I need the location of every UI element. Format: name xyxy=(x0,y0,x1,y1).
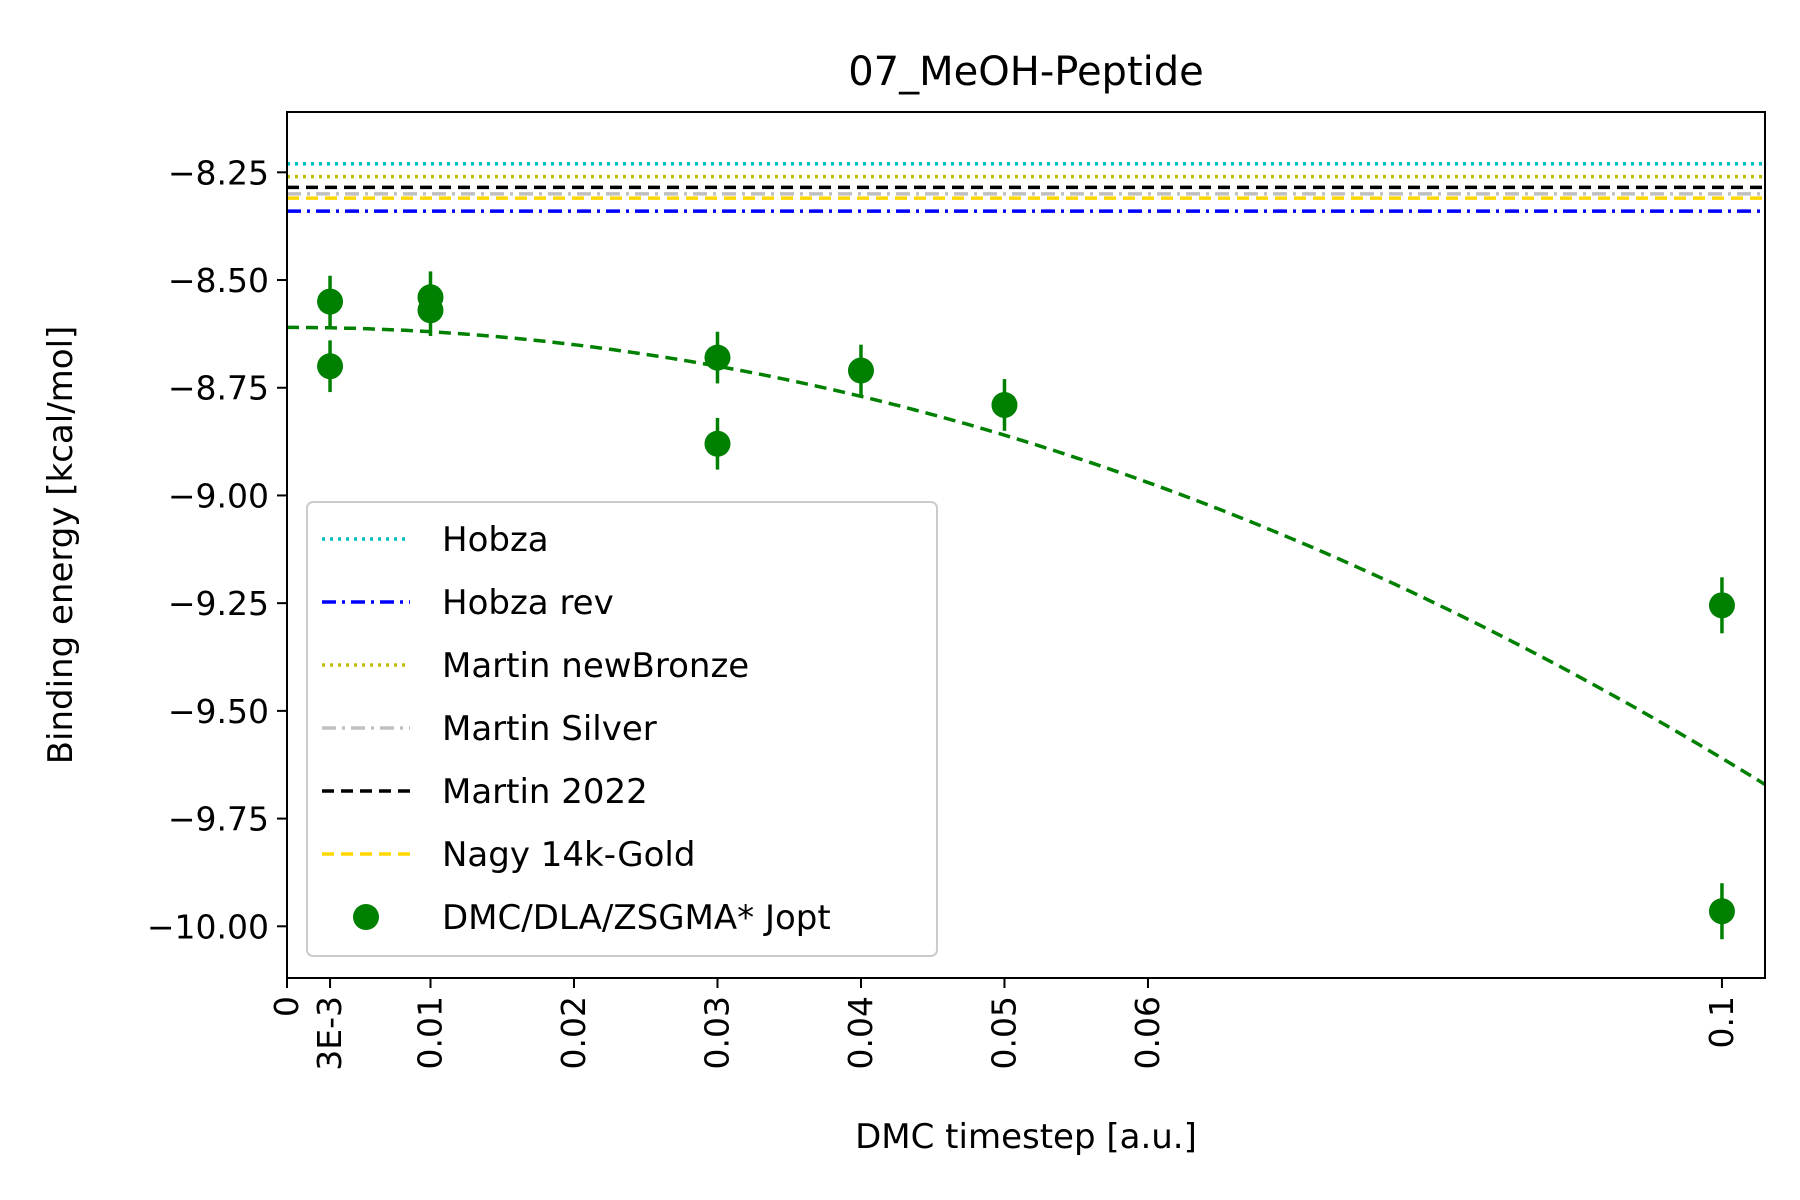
legend-label-4: Martin 2022 xyxy=(442,772,648,812)
x-tick-label-8: 0.1 xyxy=(1702,996,1741,1048)
data-point-0-0 xyxy=(317,288,344,315)
x-tick-label-0: 0 xyxy=(267,996,306,1017)
y-tick-label-1: −8.50 xyxy=(168,261,269,300)
x-axis: 0 3E-3 0.01 0.02 0.03 0.04 0.05 0.06 0.1 xyxy=(267,978,1741,1071)
y-axis: −8.25 −8.50 −8.75 −9.00 −9.25 −9.50 −9.75 −10.0… xyxy=(147,153,287,946)
y-tick-label-0: −8.25 xyxy=(168,153,269,192)
legend-label-5: Nagy 14k-Gold xyxy=(442,835,695,875)
y-tick-label-6: −9.75 xyxy=(168,800,269,839)
x-tick-label-1: 3E-3 xyxy=(310,996,349,1071)
x-tick-label-2: 0.01 xyxy=(410,996,449,1069)
legend-label-series-0: DMC/DLA/ZSGMA* Jopt xyxy=(442,898,831,938)
plot-content xyxy=(287,161,1765,940)
legend-label-0: Hobza xyxy=(442,520,549,560)
x-axis-label: DMC timestep [a.u.] xyxy=(855,1117,1197,1157)
y-tick-label-4: −9.25 xyxy=(168,584,269,623)
y-tick-label-2: −8.75 xyxy=(168,369,269,408)
x-tick-label-4: 0.03 xyxy=(697,996,736,1069)
data-point-0-9 xyxy=(1708,898,1735,925)
legend-label-1: Hobza rev xyxy=(442,583,614,623)
y-tick-label-3: −9.00 xyxy=(168,476,269,515)
legend-marker-0 xyxy=(353,904,379,930)
plot-frame xyxy=(286,111,1766,979)
data-point-0-7 xyxy=(991,391,1018,418)
data-point-0-5 xyxy=(704,430,731,457)
legend-label-3: Martin Silver xyxy=(442,709,657,749)
x-tick-label-5: 0.04 xyxy=(841,996,880,1069)
x-tick-label-7: 0.06 xyxy=(1128,996,1167,1069)
data-point-0-8 xyxy=(1708,592,1735,619)
chart-title: 07_MeOH-Peptide xyxy=(848,49,1204,95)
legend: Hobza Hobza rev Martin newBronze Martin Sil… xyxy=(306,501,938,957)
plot-area xyxy=(287,161,1765,940)
data-point-0-3 xyxy=(417,297,444,324)
legend-box xyxy=(306,501,938,957)
data-point-0-4 xyxy=(704,344,731,371)
x-tick-label-6: 0.05 xyxy=(984,996,1023,1069)
y-axis-label: Binding energy [kcal/mol] xyxy=(41,326,81,765)
data-point-0-6 xyxy=(847,357,874,384)
fit-curve xyxy=(287,325,1765,786)
x-tick-label-3: 0.02 xyxy=(554,996,593,1069)
y-tick-label-5: −9.50 xyxy=(168,692,269,731)
y-tick-label-7: −10.00 xyxy=(147,907,269,946)
data-point-0-1 xyxy=(317,353,344,380)
legend-label-2: Martin newBronze xyxy=(442,646,749,686)
